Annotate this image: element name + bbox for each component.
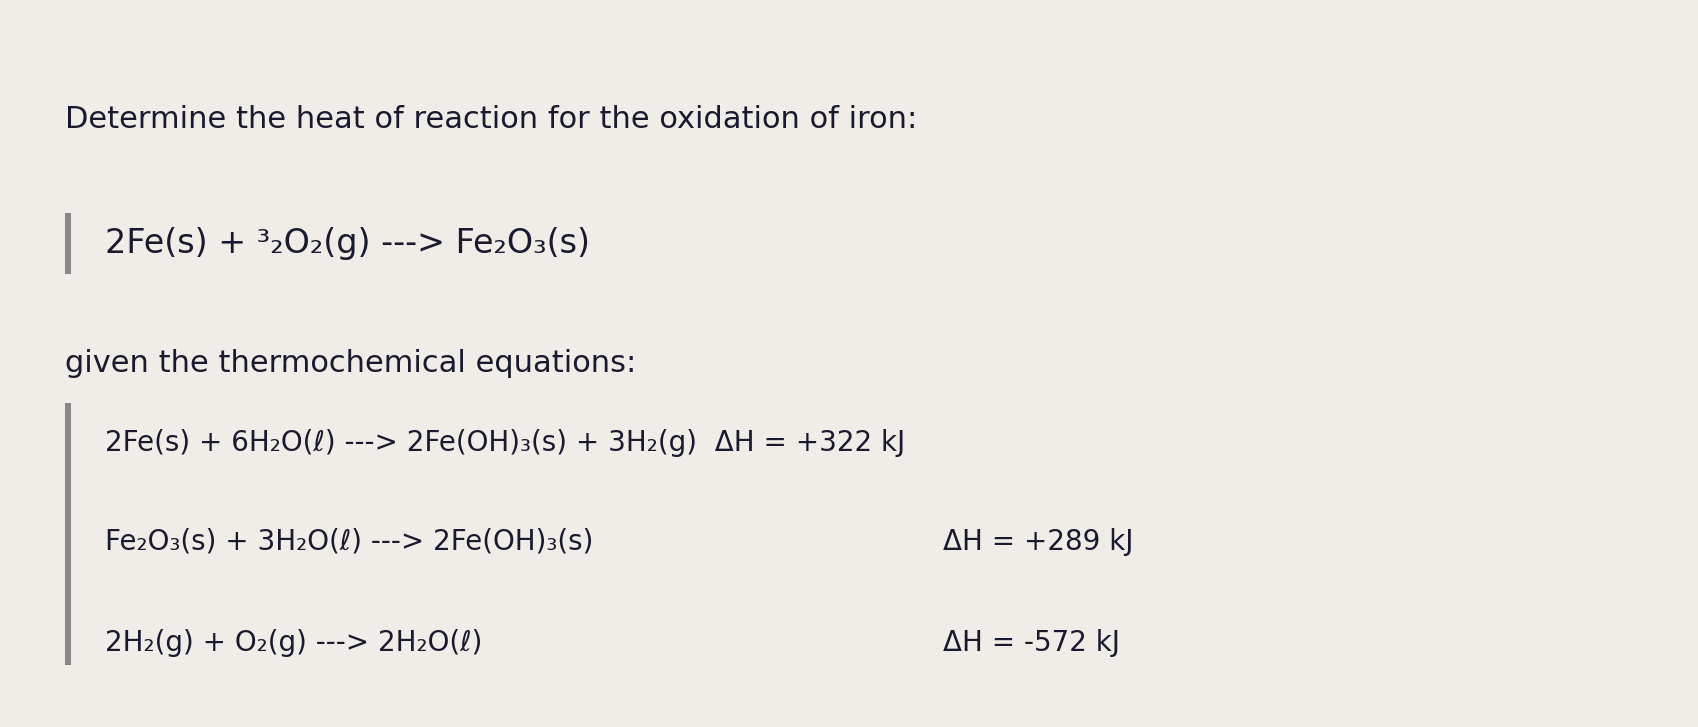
Bar	[65, 212, 71, 274]
Text: Fe₂O₃(s) + 3H₂O(ℓ) ---> 2Fe(OH)₃(s): Fe₂O₃(s) + 3H₂O(ℓ) ---> 2Fe(OH)₃(s)	[105, 528, 593, 555]
Text: ΔH = -572 kJ: ΔH = -572 kJ	[942, 630, 1119, 657]
Text: 2H₂(g) + O₂(g) ---> 2H₂O(ℓ): 2H₂(g) + O₂(g) ---> 2H₂O(ℓ)	[105, 630, 482, 657]
Text: 2Fe(s) + 6H₂O(ℓ) ---> 2Fe(OH)₃(s) + 3H₂(g)  ΔH = +322 kJ: 2Fe(s) + 6H₂O(ℓ) ---> 2Fe(OH)₃(s) + 3H₂(…	[105, 430, 905, 457]
Text: Determine the heat of reaction for the oxidation of iron:: Determine the heat of reaction for the o…	[65, 105, 917, 134]
Text: 2Fe(s) + ³₂O₂(g) ---> Fe₂O₃(s): 2Fe(s) + ³₂O₂(g) ---> Fe₂O₃(s)	[105, 227, 589, 260]
Text: ΔH = +289 kJ: ΔH = +289 kJ	[942, 528, 1133, 555]
Bar	[65, 403, 71, 665]
Text: given the thermochemical equations:: given the thermochemical equations:	[65, 349, 635, 378]
